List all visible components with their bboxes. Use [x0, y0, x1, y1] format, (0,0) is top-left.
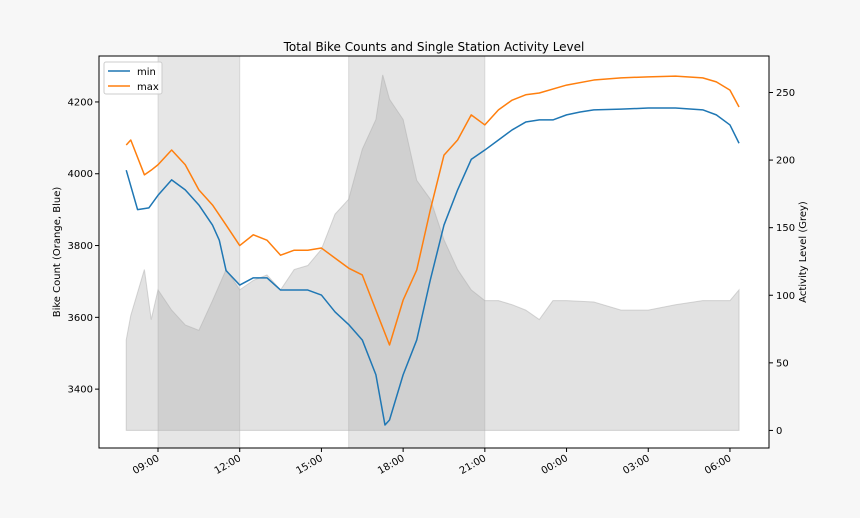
y2-tick-label: 250 — [776, 88, 795, 99]
plot-background — [99, 56, 769, 448]
x-tick-label: 18:00 — [376, 453, 406, 477]
legend-label-max: max — [137, 82, 159, 93]
y-tick-label: 3800 — [68, 241, 93, 252]
plot-frame — [98, 55, 770, 449]
series-max-line — [125, 75, 740, 346]
legend-label-min: min — [137, 67, 156, 78]
y2-tick-label: 100 — [776, 291, 795, 302]
y-tick-label: 3600 — [68, 313, 93, 324]
x-tick-label: 09:00 — [131, 453, 161, 477]
y-tick-label: 4000 — [68, 169, 93, 180]
chart-title: Total Bike Counts and Single Station Act… — [283, 40, 585, 54]
shaded-span-0 — [157, 55, 241, 449]
y2-tick-label: 0 — [776, 426, 782, 437]
y-tick-label: 3400 — [68, 385, 93, 396]
legend: min max — [103, 61, 163, 95]
x-tick-label: 00:00 — [540, 453, 570, 477]
y-axis-label: Bike Count (Orange, Blue) — [52, 187, 63, 318]
y2-tick-label: 150 — [776, 223, 795, 234]
x-tick-label: 21:00 — [458, 453, 488, 477]
x-tick-label: 15:00 — [294, 453, 324, 477]
x-tick-label: 03:00 — [621, 453, 651, 477]
activity-area — [125, 74, 740, 431]
series-min-line — [125, 107, 740, 426]
y2-tick-label: 200 — [776, 156, 795, 167]
y2-axis-label: Activity Level (Grey) — [798, 201, 809, 303]
x-tick-label: 06:00 — [703, 453, 733, 477]
y2-tick-label: 50 — [776, 358, 789, 369]
y-tick-label: 4200 — [68, 97, 93, 108]
x-tick-label: 12:00 — [213, 453, 243, 477]
